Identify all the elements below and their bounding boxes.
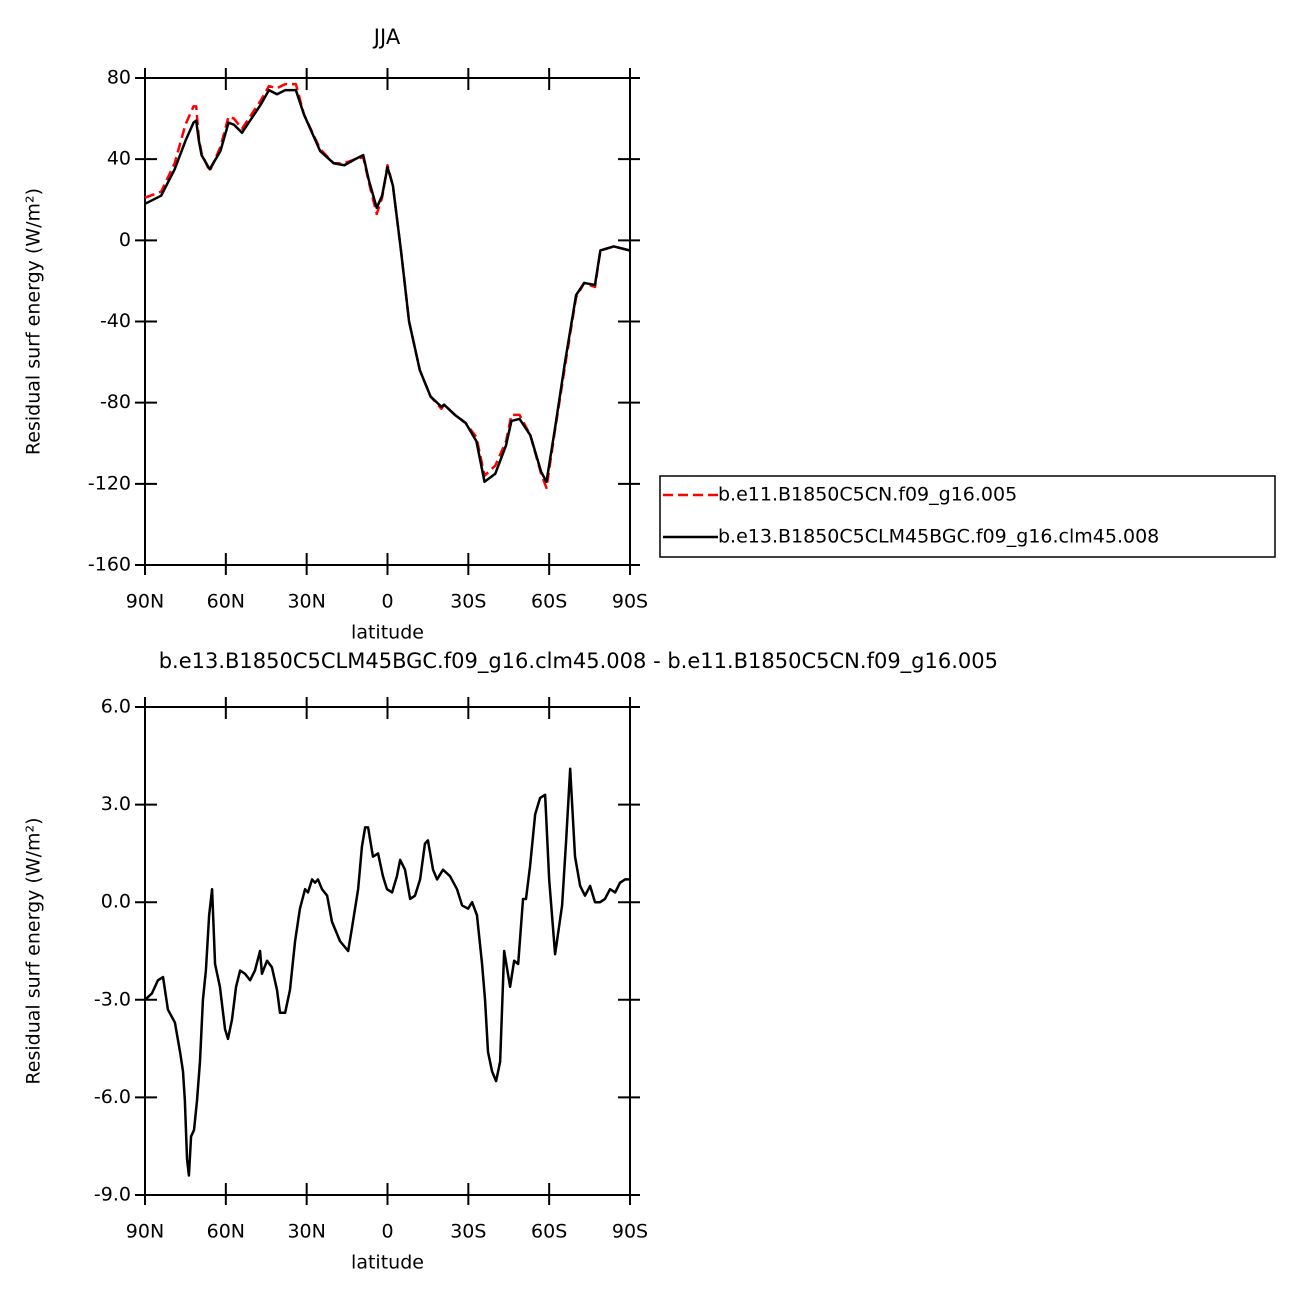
data-line bbox=[144, 82, 631, 490]
x-tick-label: 90N bbox=[126, 591, 164, 613]
x-tick-label: 0 bbox=[381, 1221, 393, 1243]
y-tick-label: 80 bbox=[107, 67, 131, 89]
y-tick-label: 6.0 bbox=[101, 696, 131, 718]
x-tick-label: 90S bbox=[612, 1221, 648, 1243]
y-tick-label: -160 bbox=[88, 554, 131, 576]
y-tick-label: 0 bbox=[119, 229, 131, 251]
y-axis-label: Residual surf energy (W/m²) bbox=[23, 817, 45, 1084]
x-tick-label: 30N bbox=[287, 1221, 325, 1243]
x-tick-label: 30N bbox=[287, 591, 325, 613]
y-axis-label: Residual surf energy (W/m²) bbox=[23, 188, 45, 455]
x-tick-label: 60S bbox=[531, 1221, 567, 1243]
x-tick-label: 90S bbox=[612, 591, 648, 613]
x-tick-label: 0 bbox=[381, 591, 393, 613]
legend-label: b.e13.B1850C5CLM45BGC.f09_g16.clm45.008 bbox=[718, 526, 1159, 548]
x-tick-label: 30S bbox=[450, 591, 486, 613]
x-tick-label: 60S bbox=[531, 591, 567, 613]
y-tick-label: -6.0 bbox=[94, 1086, 131, 1108]
chart-title: JJA bbox=[372, 25, 401, 49]
y-tick-label: -80 bbox=[100, 391, 131, 413]
y-tick-label: 40 bbox=[107, 148, 131, 170]
x-tick-label: 60N bbox=[207, 591, 245, 613]
chart-title: b.e13.B1850C5CLM45BGC.f09_g16.clm45.008 … bbox=[159, 649, 998, 674]
y-tick-label: -3.0 bbox=[94, 988, 131, 1010]
plot-frame bbox=[144, 706, 631, 1196]
x-tick-label: 60N bbox=[207, 1221, 245, 1243]
x-tick-label: 90N bbox=[126, 1221, 164, 1243]
y-tick-label: -40 bbox=[100, 310, 131, 332]
x-tick-label: 30S bbox=[450, 1221, 486, 1243]
data-line bbox=[144, 767, 630, 1177]
y-tick-label: 0.0 bbox=[101, 891, 131, 913]
x-axis-label: latitude bbox=[351, 1252, 424, 1274]
legend-box bbox=[659, 475, 1276, 558]
legend-label: b.e11.B1850C5CN.f09_g16.005 bbox=[718, 484, 1017, 506]
y-tick-label: -120 bbox=[88, 472, 131, 494]
data-line bbox=[144, 88, 631, 484]
y-tick-label: 3.0 bbox=[101, 793, 131, 815]
x-axis-label: latitude bbox=[351, 622, 424, 644]
y-tick-label: -9.0 bbox=[94, 1184, 131, 1206]
